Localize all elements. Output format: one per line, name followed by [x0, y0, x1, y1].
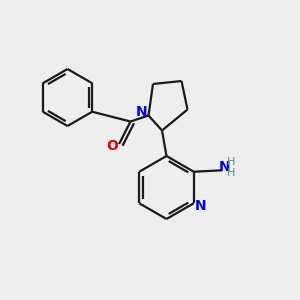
- Text: H: H: [227, 157, 236, 167]
- Text: N: N: [195, 199, 206, 213]
- Text: N: N: [136, 105, 148, 119]
- Text: H: H: [227, 168, 236, 178]
- Text: N: N: [219, 160, 230, 174]
- Text: O: O: [106, 139, 119, 152]
